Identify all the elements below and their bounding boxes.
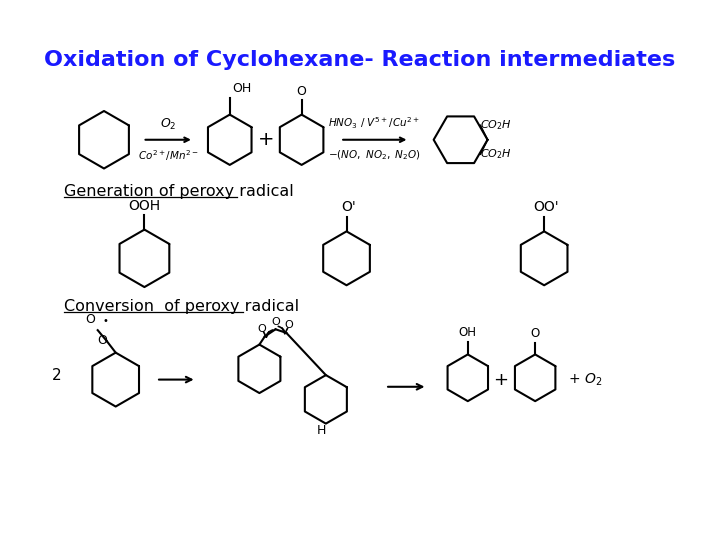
Text: Conversion  of peroxy radical: Conversion of peroxy radical [63,299,299,314]
Text: $-(NO,\ NO_2,\ N_2O)$: $-(NO,\ NO_2,\ N_2O)$ [328,148,420,163]
Text: O: O [271,316,280,327]
Text: O': O' [341,200,356,214]
Text: $O_2$: $O_2$ [161,117,177,132]
Text: OO': OO' [533,200,559,214]
Text: OH: OH [459,326,477,339]
Text: O: O [284,320,294,330]
Text: Generation of peroxy radical: Generation of peroxy radical [63,184,293,199]
Text: O: O [258,324,266,334]
Text: $CO_2H$: $CO_2H$ [480,147,512,161]
Text: OOH: OOH [128,199,161,213]
Text: O: O [531,327,540,340]
Text: O: O [85,313,95,326]
Text: $+\ O_2$: $+\ O_2$ [568,372,603,388]
Text: O: O [297,85,307,98]
Text: +: + [493,370,508,389]
Text: Oxidation of Cyclohexane- Reaction intermediates: Oxidation of Cyclohexane- Reaction inter… [45,50,675,70]
Text: $CO_2H$: $CO_2H$ [480,118,512,132]
Text: O: O [96,334,107,347]
Text: +: + [258,130,275,149]
Text: H: H [317,423,326,437]
Text: $HNO_3\ /\ V^{5+}/Cu^{2+}$: $HNO_3\ /\ V^{5+}/Cu^{2+}$ [328,115,420,131]
Text: •: • [102,316,108,326]
Text: 2: 2 [52,368,61,383]
Text: $Co^{2+}/Mn^{2-}$: $Co^{2+}/Mn^{2-}$ [138,148,199,163]
Text: OH: OH [233,82,252,95]
